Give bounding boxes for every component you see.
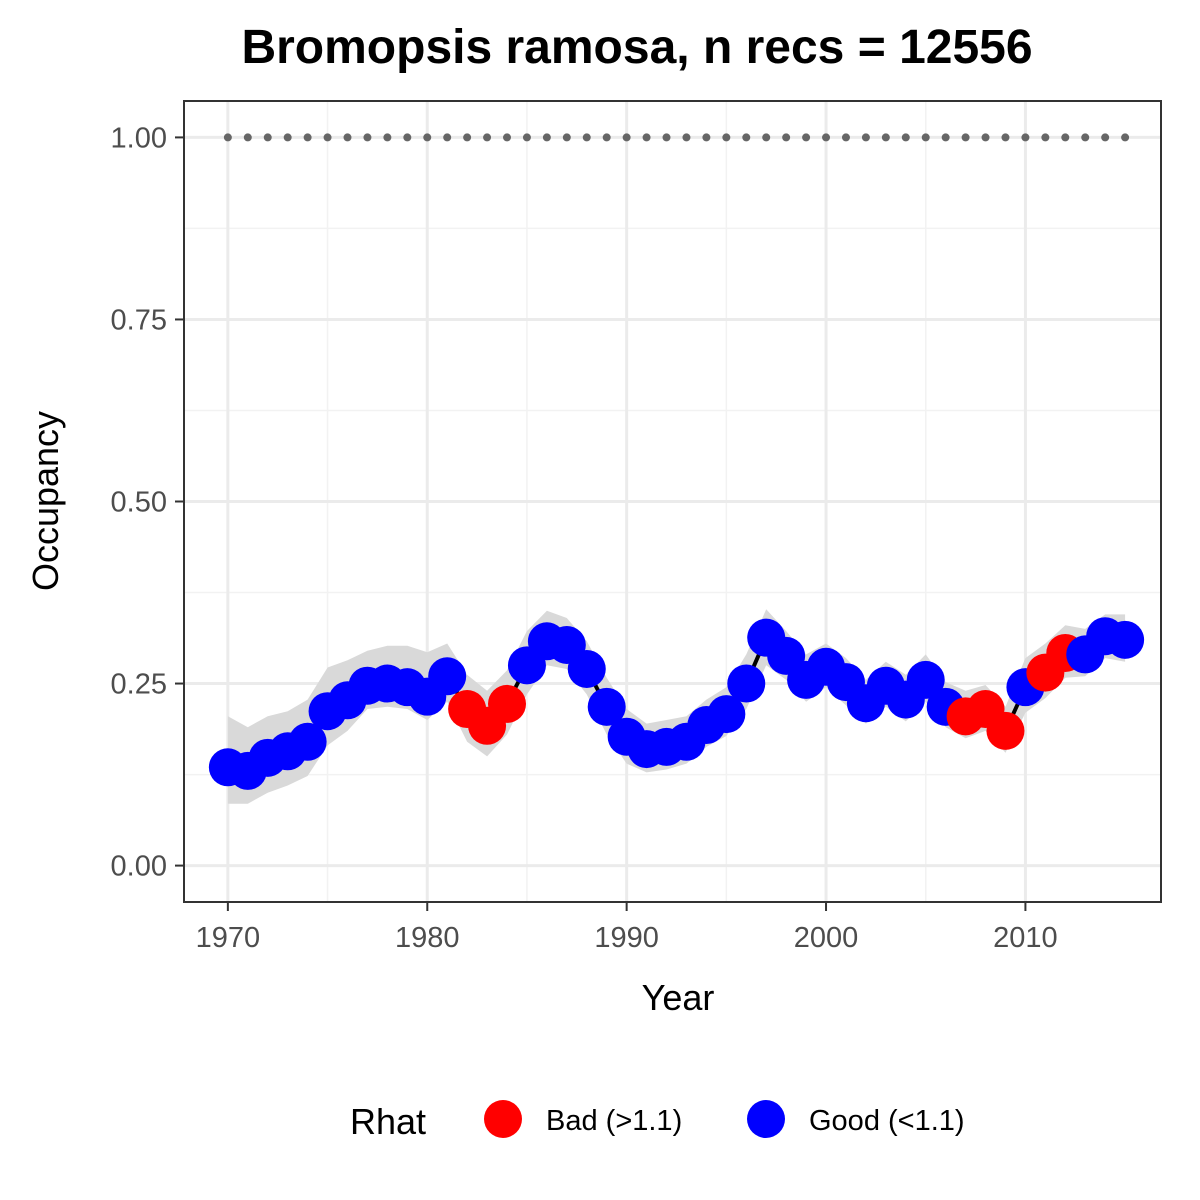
grid-lines	[184, 101, 1161, 902]
reference-dot	[1021, 133, 1030, 142]
reference-dot	[941, 133, 950, 142]
point-good	[288, 722, 327, 761]
reference-dot	[622, 133, 631, 142]
reference-line	[223, 133, 1130, 142]
y-tick-label: 0.50	[111, 487, 167, 519]
reference-dot	[1081, 133, 1090, 142]
reference-dot	[782, 133, 791, 142]
reference-dot	[762, 133, 771, 142]
reference-dot	[602, 133, 611, 142]
point-good	[587, 687, 626, 726]
y-tick-label: 0.25	[111, 669, 167, 701]
point-good	[1106, 620, 1145, 659]
reference-dot	[642, 133, 651, 142]
reference-dot	[822, 133, 831, 142]
reference-dot	[582, 133, 591, 142]
chart-title: Bromopsis ramosa, n recs = 12556	[241, 21, 1032, 74]
legend-bad-label: Bad (>1.1)	[546, 1105, 682, 1137]
point-good	[906, 660, 945, 699]
legend-good-swatch	[747, 1100, 785, 1138]
x-axis-label: Year	[642, 977, 715, 1018]
point-good	[707, 695, 746, 734]
reference-dot	[901, 133, 910, 142]
confidence-band	[227, 609, 1126, 804]
reference-dot	[243, 133, 252, 142]
axes: 0.00 0.25 0.50 0.75 1.00 1970 1980 1990 2000 2010	[111, 122, 1058, 954]
reference-dot	[702, 133, 711, 142]
reference-dot	[522, 133, 531, 142]
y-tick-label: 1.00	[111, 122, 167, 154]
reference-dot	[662, 133, 671, 142]
reference-dot	[423, 133, 432, 142]
reference-dot	[223, 133, 232, 142]
legend-good-label: Good (<1.1)	[809, 1105, 965, 1137]
reference-dot	[881, 133, 890, 142]
reference-dot	[503, 133, 512, 142]
reference-dot	[802, 133, 811, 142]
reference-dot	[283, 133, 292, 142]
y-axis-label: Occupancy	[25, 411, 66, 591]
x-tick-label: 1970	[196, 922, 261, 954]
point-good	[567, 649, 606, 688]
point-good	[428, 657, 467, 696]
reference-dot	[443, 133, 452, 142]
reference-dot	[263, 133, 272, 142]
point-good	[727, 664, 766, 703]
reference-dot	[363, 133, 372, 142]
reference-dot	[403, 133, 412, 142]
reference-dot	[542, 133, 551, 142]
point-bad	[488, 684, 527, 723]
reference-dot	[1001, 133, 1010, 142]
legend-title: Rhat	[350, 1101, 426, 1142]
data-points	[208, 617, 1145, 790]
reference-dot	[1101, 133, 1110, 142]
x-tick-label: 2000	[794, 922, 859, 954]
reference-dot	[1061, 133, 1070, 142]
reference-dot	[841, 133, 850, 142]
reference-dot	[562, 133, 571, 142]
reference-dot	[483, 133, 492, 142]
reference-dot	[1041, 133, 1050, 142]
x-tick-label: 2010	[993, 922, 1058, 954]
x-tick-label: 1990	[594, 922, 659, 954]
reference-dot	[921, 133, 930, 142]
y-tick-label: 0.75	[111, 304, 167, 336]
reference-dot	[981, 133, 990, 142]
reference-dot	[303, 133, 312, 142]
reference-dot	[1121, 133, 1130, 142]
reference-dot	[463, 133, 472, 142]
reference-dot	[323, 133, 332, 142]
point-bad	[986, 711, 1025, 750]
y-tick-label: 0.00	[111, 851, 167, 883]
reference-dot	[343, 133, 352, 142]
reference-dot	[722, 133, 731, 142]
legend-bad-swatch	[484, 1100, 522, 1138]
legend: Rhat Bad (>1.1) Good (<1.1)	[350, 1100, 965, 1142]
reference-dot	[861, 133, 870, 142]
reference-dot	[961, 133, 970, 142]
reference-dot	[383, 133, 392, 142]
reference-dot	[742, 133, 751, 142]
reference-dot	[682, 133, 691, 142]
x-tick-label: 1980	[395, 922, 460, 954]
